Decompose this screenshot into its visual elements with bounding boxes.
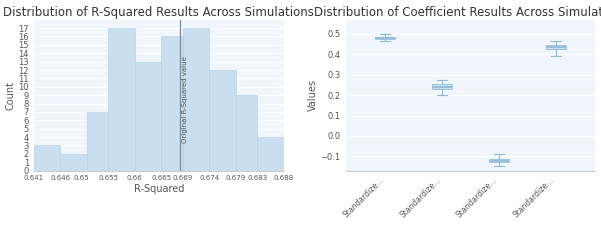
Bar [87, 112, 108, 171]
X-axis label: R-Squared: R-Squared [133, 184, 184, 194]
Text: Original R-Squared value: Original R-Squared value [182, 56, 188, 143]
PathPatch shape [546, 45, 566, 49]
Bar [34, 145, 61, 171]
Title: Distribution of Coefficient Results Across Simulations: Distribution of Coefficient Results Acro… [314, 6, 601, 18]
Bar [183, 28, 209, 171]
Y-axis label: Values: Values [308, 79, 318, 111]
PathPatch shape [376, 37, 395, 39]
Bar [135, 62, 162, 171]
Bar [209, 70, 236, 171]
Title: Distribution of R-Squared Results Across Simulations: Distribution of R-Squared Results Across… [4, 6, 314, 18]
PathPatch shape [432, 84, 452, 89]
PathPatch shape [489, 159, 509, 162]
Bar [257, 137, 284, 171]
Y-axis label: Count: Count [5, 81, 16, 110]
Bar [236, 95, 257, 171]
Bar [108, 28, 135, 171]
Bar [162, 36, 183, 171]
Bar [61, 154, 87, 171]
